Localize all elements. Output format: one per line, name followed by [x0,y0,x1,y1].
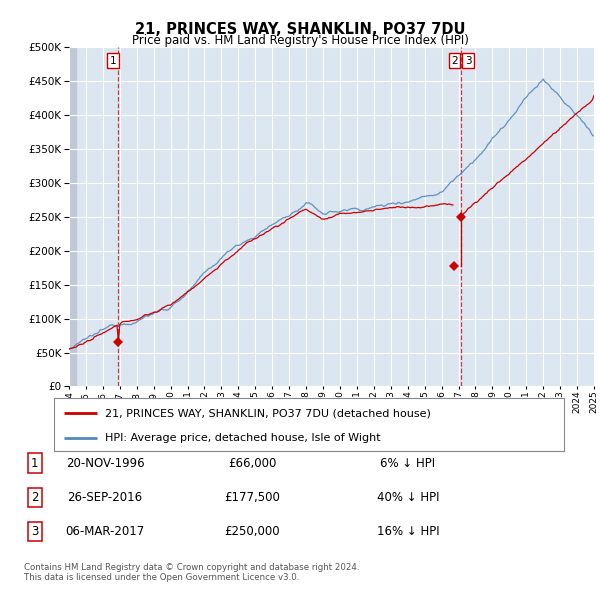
Text: £177,500: £177,500 [224,491,280,504]
Text: 1: 1 [31,457,38,470]
Text: 3: 3 [465,56,472,65]
Text: 40% ↓ HPI: 40% ↓ HPI [377,491,439,504]
Text: £66,000: £66,000 [228,457,276,470]
Text: 16% ↓ HPI: 16% ↓ HPI [377,525,439,538]
Text: HPI: Average price, detached house, Isle of Wight: HPI: Average price, detached house, Isle… [105,433,380,443]
Text: 20-NOV-1996: 20-NOV-1996 [65,457,145,470]
Text: 1: 1 [110,56,116,65]
Text: Contains HM Land Registry data © Crown copyright and database right 2024.
This d: Contains HM Land Registry data © Crown c… [24,563,359,582]
Text: 3: 3 [31,525,38,538]
Text: 6% ↓ HPI: 6% ↓ HPI [380,457,436,470]
Text: 06-MAR-2017: 06-MAR-2017 [65,525,145,538]
Bar [69,47,77,386]
Text: 2: 2 [31,491,38,504]
Text: 21, PRINCES WAY, SHANKLIN, PO37 7DU (detached house): 21, PRINCES WAY, SHANKLIN, PO37 7DU (det… [105,408,431,418]
Text: 2: 2 [451,56,458,65]
Text: £250,000: £250,000 [224,525,280,538]
Text: Price paid vs. HM Land Registry's House Price Index (HPI): Price paid vs. HM Land Registry's House … [131,34,469,47]
Text: 21, PRINCES WAY, SHANKLIN, PO37 7DU: 21, PRINCES WAY, SHANKLIN, PO37 7DU [135,22,465,37]
Text: 26-SEP-2016: 26-SEP-2016 [67,491,143,504]
